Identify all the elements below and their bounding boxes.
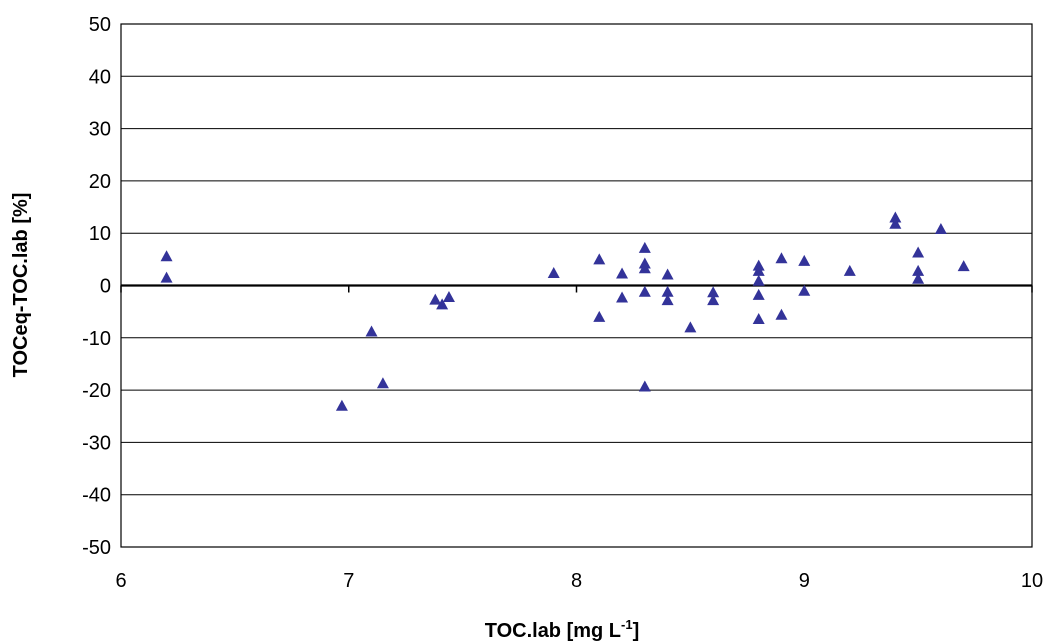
y-tick-label: -20 (82, 380, 111, 402)
triangle-marker (957, 260, 970, 272)
triangle-marker (707, 294, 720, 306)
triangle-marker (638, 285, 651, 297)
triangle-marker (684, 321, 697, 333)
x-tick-label: 9 (799, 570, 810, 592)
triangle-marker (752, 264, 765, 276)
triangle-marker (912, 246, 925, 258)
triangle-marker (638, 241, 651, 253)
y-tick-label: 10 (89, 223, 111, 245)
x-tick-labels: 6 7 8 9 10 (115, 570, 1043, 592)
triangle-marker (912, 264, 925, 276)
x-tick-label: 6 (115, 570, 126, 592)
triangle-marker (798, 254, 811, 266)
x-tick-label: 7 (343, 570, 354, 592)
triangle-marker (798, 284, 811, 296)
x-axis-title-main: TOC.lab [mg L (485, 620, 621, 642)
y-tick-label: -40 (82, 485, 111, 507)
triangle-marker (593, 310, 606, 322)
y-axis-title: TOCeq-TOC.lab [%] (10, 193, 32, 378)
y-tick-label: 40 (89, 66, 111, 88)
triangle-marker (638, 262, 651, 274)
triangle-marker (889, 217, 902, 229)
triangle-marker (934, 223, 947, 235)
triangle-marker (707, 286, 720, 298)
triangle-marker (752, 288, 765, 300)
x-axis-title-end: ] (633, 620, 640, 642)
triangle-marker (160, 271, 173, 283)
triangle-marker (661, 294, 674, 306)
y-tick-label: -50 (82, 537, 111, 559)
triangle-marker (429, 293, 442, 305)
y-tick-label: 30 (89, 119, 111, 141)
x-tick-label: 10 (1021, 570, 1043, 592)
triangle-marker (365, 325, 378, 337)
triangle-marker (775, 308, 788, 320)
triangle-marker (616, 267, 629, 279)
triangle-marker (335, 399, 348, 411)
x-axis-title: TOC.lab [mg L-1] (485, 617, 640, 642)
triangle-marker (160, 250, 173, 262)
triangle-marker (775, 252, 788, 264)
triangle-marker (843, 264, 856, 276)
triangle-marker (376, 377, 389, 389)
triangle-marker (661, 285, 674, 297)
triangle-marker (752, 312, 765, 324)
triangle-marker (547, 266, 560, 278)
y-tick-label: 0 (100, 276, 111, 298)
data-points (160, 211, 970, 411)
triangle-marker (436, 298, 449, 310)
y-tick-label: 20 (89, 171, 111, 193)
y-tick-labels: -50 -40 -30 -20 -10 0 10 20 30 40 50 (82, 14, 111, 559)
triangle-marker (593, 253, 606, 265)
triangle-marker (752, 274, 765, 286)
y-tick-label: -10 (82, 328, 111, 350)
triangle-marker (661, 268, 674, 280)
x-tick-label: 8 (571, 570, 582, 592)
y-tick-label: 50 (89, 14, 111, 36)
y-tick-label: -30 (82, 432, 111, 454)
triangle-marker (912, 272, 925, 284)
x-axis-title-superscript: -1 (621, 617, 633, 632)
triangle-marker (616, 291, 629, 303)
triangle-marker (889, 211, 902, 223)
triangle-marker (638, 380, 651, 392)
triangle-marker (442, 291, 455, 303)
